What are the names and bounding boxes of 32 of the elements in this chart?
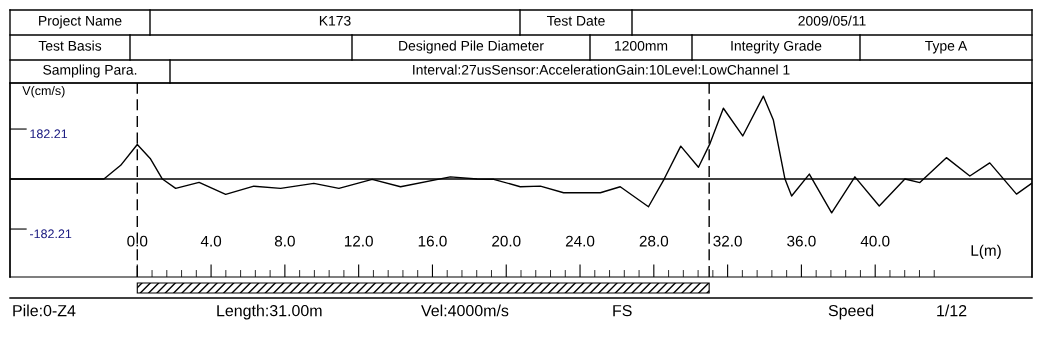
text: Project Name: [39, 15, 122, 29]
text: 1200mm: [615, 40, 668, 51]
y-tick-label: 182.21: [30, 129, 68, 139]
text: Length:31.00m: [217, 304, 322, 320]
x-tick-label: 0.0: [127, 235, 148, 247]
x-tick-label: 20.0: [492, 235, 521, 247]
text: 2009/05/11: [798, 15, 866, 26]
text: FS: [613, 304, 632, 317]
y-tick-label: -182.21: [30, 229, 72, 239]
text: Test Date: [546, 16, 605, 26]
x-tick-label: 12.0: [344, 235, 373, 247]
y-axis-title: V(cm/s): [22, 85, 65, 98]
x-axis-title: L(m): [971, 244, 1001, 259]
text: K173: [319, 15, 351, 26]
x-tick-label: 24.0: [565, 235, 595, 247]
text: Sampling Para.: [43, 64, 137, 78]
x-tick-label: 16.0: [418, 235, 447, 247]
x-tick-label: 28.0: [639, 235, 669, 247]
text: Integrity Grade: [731, 40, 822, 54]
x-tick-label: 36.0: [787, 235, 816, 247]
text: Test Basis: [38, 40, 102, 51]
x-tick-label: 8.0: [274, 235, 295, 247]
text: Vel:4000m/s: [421, 304, 509, 317]
text: Speed: [828, 304, 874, 320]
text: Designed Pile Diameter: [399, 40, 544, 54]
text: Type A: [925, 41, 968, 54]
x-tick-label: 40.0: [860, 235, 890, 247]
text: Interval:27usSensor:AccelerationGain:10Level:LowChannel 1: [413, 64, 790, 75]
text: 1/12: [937, 304, 967, 317]
x-tick-label: 32.0: [713, 235, 742, 247]
text: Pile:0-Z4: [13, 304, 76, 317]
x-tick-label: 4.0: [200, 235, 222, 247]
